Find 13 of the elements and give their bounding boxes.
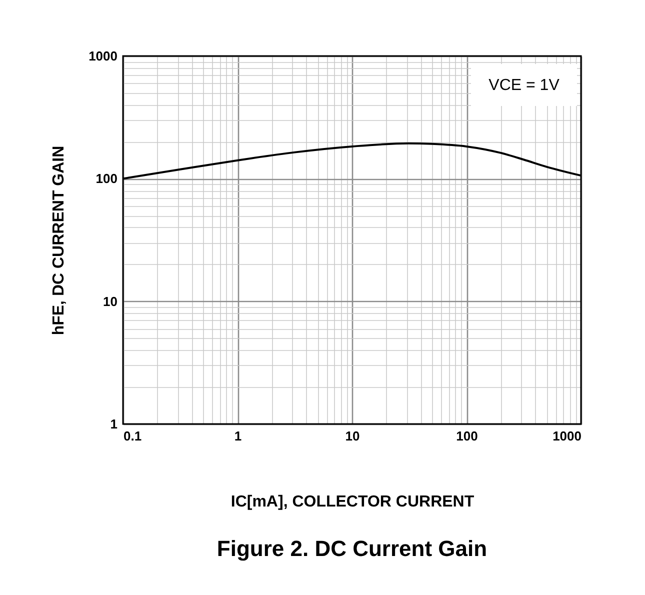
y-axis-title: hFE, DC CURRENT GAIN (50, 146, 68, 336)
x-tick-label: 1 (234, 428, 242, 444)
annotation: VCE = 1V (488, 77, 560, 94)
y-tick-label: 1 (110, 416, 118, 432)
x-tick-label: 1000 (552, 428, 582, 444)
y-tick-label: 100 (96, 171, 118, 186)
y-tick-label: 1000 (88, 48, 118, 64)
text: Figure 2. DC Current Gain (216, 536, 488, 561)
y-tick-label: 10 (103, 294, 118, 309)
x-tick-label: 0.1 (124, 428, 142, 444)
x-axis-title: IC[mA], COLLECTOR CURRENT (230, 494, 474, 510)
x-tick-label: 10 (345, 428, 360, 444)
x-tick-label: 100 (456, 428, 478, 444)
